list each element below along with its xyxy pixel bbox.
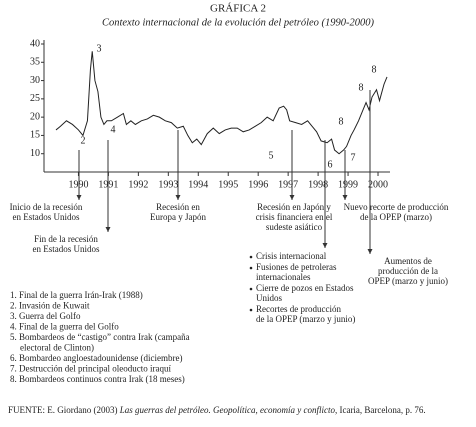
arrow-head: [322, 243, 328, 248]
event-number: 8: [359, 82, 364, 93]
x-tick-label: 1994: [188, 179, 208, 190]
chart-subtitle: Contexto internacional de la evolución d…: [102, 17, 375, 28]
arrow-head: [76, 195, 82, 200]
event-label: en Estados Unidos: [33, 244, 100, 254]
source-publisher: , Icaria, Barcelona, p. 76.: [335, 405, 426, 415]
source-work: Las guerras del petróleo. Geopolítica, e…: [119, 405, 336, 415]
note-text: 8. Bombardeos continuos contra Irak (18 …: [10, 374, 185, 384]
x-tick-label: 1996: [248, 179, 268, 190]
event-label: Inicio de la recesión: [10, 202, 83, 212]
y-tick-label: 10: [30, 148, 40, 159]
chart-title: GRÁFICA 2: [210, 3, 266, 15]
x-tick-label: 1999: [338, 179, 358, 190]
bullet-text: Cierre de pozos en Estados: [256, 283, 354, 293]
y-tick-label: 30: [30, 75, 40, 86]
x-tick-label: 1995: [218, 179, 238, 190]
note-text: 2. Invasión de Kuwait: [10, 301, 90, 311]
y-tick-label: 35: [30, 57, 40, 68]
note-text: 6. Bombardeo angloestadounidense (diciem…: [10, 353, 182, 363]
event-number: 5: [269, 150, 274, 161]
bullet-text: internacionales: [256, 272, 311, 282]
arrow-head: [342, 195, 348, 200]
y-tick-label: 40: [30, 38, 40, 49]
event-number: 7: [351, 152, 356, 163]
event-label: Recesión en Japón y: [257, 202, 331, 212]
x-tick-label: 1998: [308, 179, 328, 190]
note-text: 7. Destrucción del principal oleoducto i…: [10, 364, 171, 374]
bullet-text: Unidos: [256, 293, 283, 303]
event-label: Recesión en: [156, 202, 200, 212]
arrow-head: [367, 249, 373, 254]
bullet-text: Crisis internacional: [256, 251, 327, 261]
event-label: OPEP (marzo y junio): [368, 276, 448, 286]
bullet-text: de la OPEP (marzo y junio): [256, 314, 355, 324]
note-text: 3. Guerra del Golfo: [10, 311, 81, 321]
x-tick-label: 1997: [278, 179, 298, 190]
event-label: Aumentos de: [384, 256, 432, 266]
source: FUENTE: E. Giordano (2003) Las guerras d…: [8, 405, 426, 415]
event-number: 8: [339, 116, 344, 127]
event-label: Europa y Japón: [150, 212, 206, 222]
event-number: 8: [372, 64, 377, 75]
x-tick-label: 2000: [368, 179, 388, 190]
event-number: 2: [81, 135, 86, 146]
note-text: 5. Bombardeos de “castigo” contra Irak (…: [10, 332, 190, 342]
note-text: 4. Final de la guerra del Golfo: [10, 322, 119, 332]
arrow-head: [289, 195, 295, 200]
y-tick-label: 25: [30, 93, 40, 104]
event-label: crisis financiera en el: [256, 212, 333, 222]
bullet-text: Fusiones de petroleras: [256, 262, 337, 272]
arrow-head: [175, 195, 181, 200]
bullet-dot: [249, 266, 253, 270]
event-label: sudeste asiático: [266, 222, 323, 232]
x-tick-label: 1990: [68, 179, 88, 190]
event-label: Nuevo recorte de producción: [344, 202, 449, 212]
event-label: Fin de la recesión: [34, 234, 98, 244]
bullet-dot: [249, 255, 253, 259]
source-author: FUENTE: E. Giordano (2003): [8, 405, 120, 415]
bullet-text: Recortes de producción: [256, 304, 341, 314]
event-number: 6: [328, 159, 333, 170]
event-number: 3: [97, 43, 102, 54]
y-tick-label: 20: [30, 111, 40, 122]
event-label: en Estados Unidos: [13, 212, 80, 222]
note-text: 1. Final de la guerra Irán-Irak (1988): [10, 290, 143, 300]
x-tick-label: 1993: [158, 179, 178, 190]
bullet-dot: [249, 287, 253, 291]
y-tick-label: 15: [30, 130, 40, 141]
price-line: [55, 51, 388, 155]
event-number: 4: [111, 124, 116, 135]
event-label: de la OPEP (marzo): [360, 212, 432, 222]
arrow-head: [105, 227, 111, 232]
event-label: producción de la: [378, 266, 438, 276]
bullet-dot: [249, 308, 253, 312]
note-text: electoral de Clinton): [20, 343, 94, 353]
x-tick-label: 1992: [128, 179, 148, 190]
